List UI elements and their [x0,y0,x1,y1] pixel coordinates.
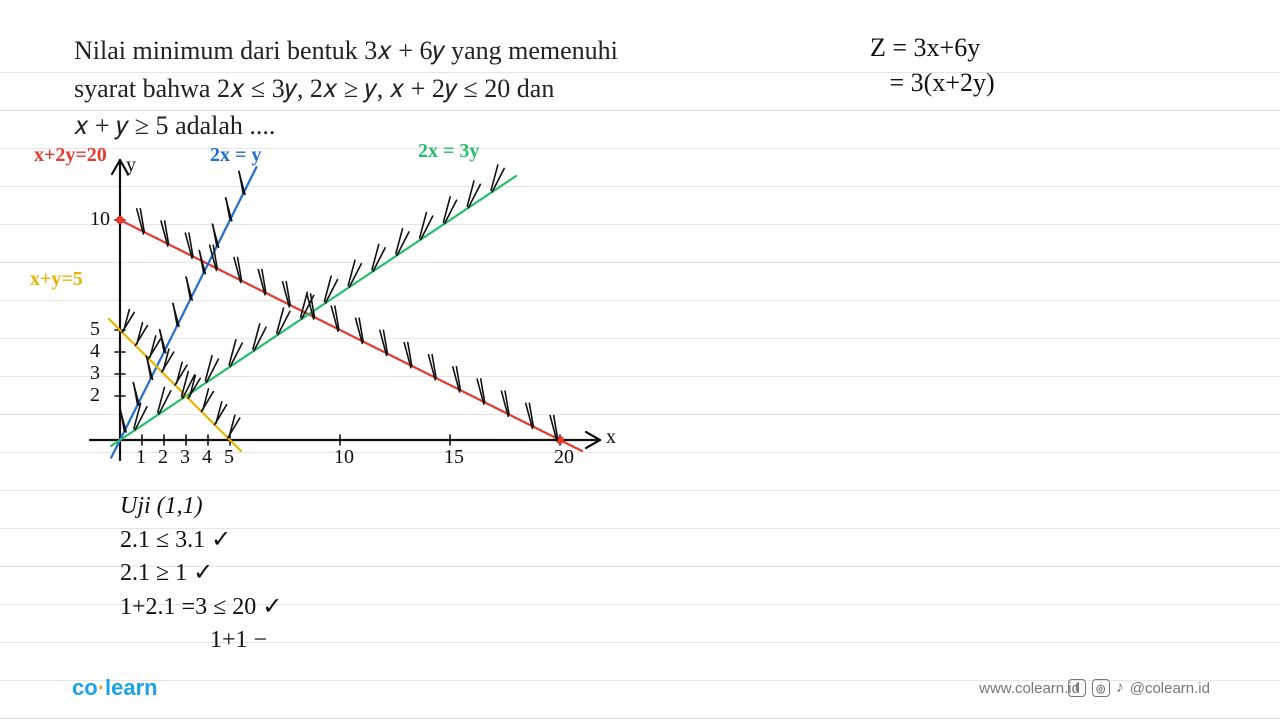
line-label: 2x = y [210,144,261,167]
constraint-graph: xy12345101520234510x+2y=202x = y2x = 3yx… [40,150,640,500]
side-work: Z = 3x+6y = 3(x+2y) [870,30,995,100]
problem-line2-prefix: syarat bahwa [74,74,217,103]
uji-row-3: 1+1 − [210,624,282,658]
brand-co: co [72,675,98,700]
problem-line3-expr: 𝑥 + 𝑦 ≥ 5 [74,111,169,140]
problem-line1-prefix: Nilai minimum dari bentuk [74,36,364,65]
uji-row-1: 2.1 ≥ 1 ✓ [120,557,282,591]
footer: co·learn www.colearn.id f ◎ ♪ @colearn.i… [0,674,1280,702]
facebook-icon: f [1068,679,1086,697]
brand-dot: · [98,675,105,700]
footer-socials: f ◎ ♪ @colearn.id [1068,679,1210,697]
problem-line1-suffix: yang memenuhi [445,36,618,65]
uji-title: Uji (1,1) [120,490,282,524]
brand-logo: co·learn [72,675,158,701]
problem-line1-expr: 3𝑥 + 6𝑦 [364,36,444,65]
test-point-block: Uji (1,1) 2.1 ≤ 3.1 ✓ 2.1 ≥ 1 ✓ 1+2.1 =3… [120,490,282,658]
problem-line3-suffix: adalah .... [169,111,276,140]
line-label: 2x = 3y [418,140,479,163]
problem-line2-expr: 2𝑥 ≤ 3𝑦, 2𝑥 ≥ 𝑦, 𝑥 + 2𝑦 ≤ 20 [217,74,510,103]
footer-url: www.colearn.id [979,680,1080,697]
tiktok-icon: ♪ [1116,679,1124,697]
sidework-line2: = 3(x+2y) [870,65,995,100]
instagram-icon: ◎ [1092,679,1110,697]
footer-handle: @colearn.id [1130,680,1210,697]
sidework-line1: Z = 3x+6y [870,30,995,65]
problem-statement: Nilai minimum dari bentuk 3𝑥 + 6𝑦 yang m… [74,32,618,145]
brand-learn: learn [105,675,158,700]
problem-line2-suffix: dan [510,74,554,103]
line-label: x+y=5 [30,268,83,291]
uji-row-2: 1+2.1 =3 ≤ 20 ✓ [120,591,282,625]
line-label: x+2y=20 [34,144,107,167]
uji-row-0: 2.1 ≤ 3.1 ✓ [120,524,282,558]
